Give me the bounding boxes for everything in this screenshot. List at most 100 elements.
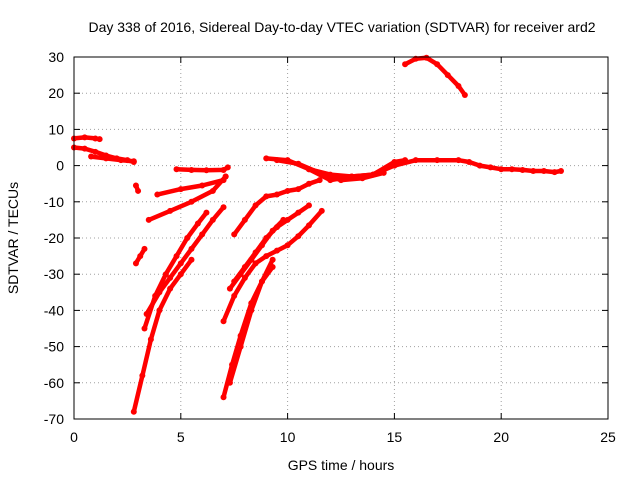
data-point (222, 173, 229, 180)
data-point (258, 278, 265, 285)
data-point (241, 216, 248, 223)
series-line-arc-11 (174, 165, 231, 173)
series-layer (71, 54, 565, 415)
data-point (241, 263, 248, 270)
data-point (92, 148, 99, 155)
data-point (305, 180, 312, 187)
data-point (455, 157, 462, 164)
data-point (252, 260, 259, 267)
grid (74, 57, 608, 419)
data-point (273, 157, 280, 164)
data-point (316, 177, 323, 184)
data-point (177, 186, 184, 193)
y-tick-label: -70 (44, 411, 64, 427)
data-point (444, 72, 451, 79)
data-point (295, 186, 302, 193)
data-point (96, 136, 103, 143)
data-point (370, 171, 377, 178)
series-line-arc-20 (306, 157, 408, 183)
data-point (188, 256, 195, 263)
data-point (461, 92, 468, 99)
data-point (199, 182, 206, 189)
data-point (162, 271, 169, 278)
data-point (252, 249, 259, 256)
data-point (540, 168, 547, 175)
data-point (498, 166, 505, 173)
data-point (130, 158, 137, 165)
data-point (248, 307, 255, 314)
data-point (156, 289, 163, 296)
data-point (156, 307, 163, 314)
data-point (273, 224, 280, 231)
data-point (434, 157, 441, 164)
data-point (263, 193, 270, 200)
data-point (284, 242, 291, 249)
data-point (226, 379, 233, 386)
x-tick-label: 0 (70, 429, 78, 445)
data-point (519, 166, 526, 173)
data-point (237, 343, 244, 350)
data-point (139, 372, 146, 379)
data-point (269, 256, 276, 263)
data-point (423, 54, 430, 61)
data-point (147, 336, 154, 343)
y-tick-label: 30 (48, 49, 64, 65)
data-point (273, 191, 280, 198)
y-tick-label: -40 (44, 302, 64, 318)
y-tick-label: 0 (56, 158, 64, 174)
data-point (295, 209, 302, 216)
data-point (167, 207, 174, 214)
data-point (177, 271, 184, 278)
x-axis-label: GPS time / hours (288, 457, 395, 473)
series-line-arc-3 (88, 154, 137, 164)
data-point (137, 253, 144, 260)
data-point (295, 233, 302, 240)
data-point (305, 166, 312, 173)
data-point (241, 274, 248, 281)
x-tick-label: 5 (177, 429, 185, 445)
data-point (263, 253, 270, 260)
y-tick-label: -10 (44, 194, 64, 210)
data-point (203, 209, 210, 216)
data-point (194, 220, 201, 227)
data-point (199, 231, 206, 238)
data-point (263, 235, 270, 241)
y-tick-label: 10 (48, 121, 64, 137)
data-point (132, 182, 139, 189)
data-point (173, 253, 180, 260)
data-point (402, 157, 409, 164)
data-point (81, 145, 88, 152)
data-point (476, 162, 483, 169)
data-point (209, 187, 216, 194)
data-point (284, 187, 291, 194)
data-point (135, 187, 142, 194)
data-point (130, 408, 137, 415)
data-point (141, 245, 148, 252)
data-point (348, 173, 355, 180)
y-tick-label: 20 (48, 85, 64, 101)
data-point (220, 204, 227, 211)
y-tick-label: -60 (44, 375, 64, 391)
data-point (117, 157, 124, 164)
data-point (231, 292, 238, 299)
data-point (231, 278, 238, 285)
data-point (402, 61, 409, 68)
data-point (145, 216, 152, 223)
data-point (224, 164, 231, 171)
series-line-arc-8 (144, 204, 226, 317)
data-point (252, 202, 259, 209)
series-line-arc-14 (221, 208, 325, 324)
data-point (203, 167, 210, 174)
data-point (487, 164, 494, 171)
data-point (530, 168, 537, 175)
data-point (188, 166, 195, 173)
data-point (177, 260, 184, 267)
x-tick-label: 10 (280, 429, 296, 445)
data-point (327, 177, 334, 184)
data-point (141, 325, 148, 332)
data-point (132, 260, 139, 267)
data-point (167, 274, 174, 281)
y-tick-label: -30 (44, 266, 64, 282)
y-tick-label: -20 (44, 230, 64, 246)
data-point (508, 166, 515, 173)
